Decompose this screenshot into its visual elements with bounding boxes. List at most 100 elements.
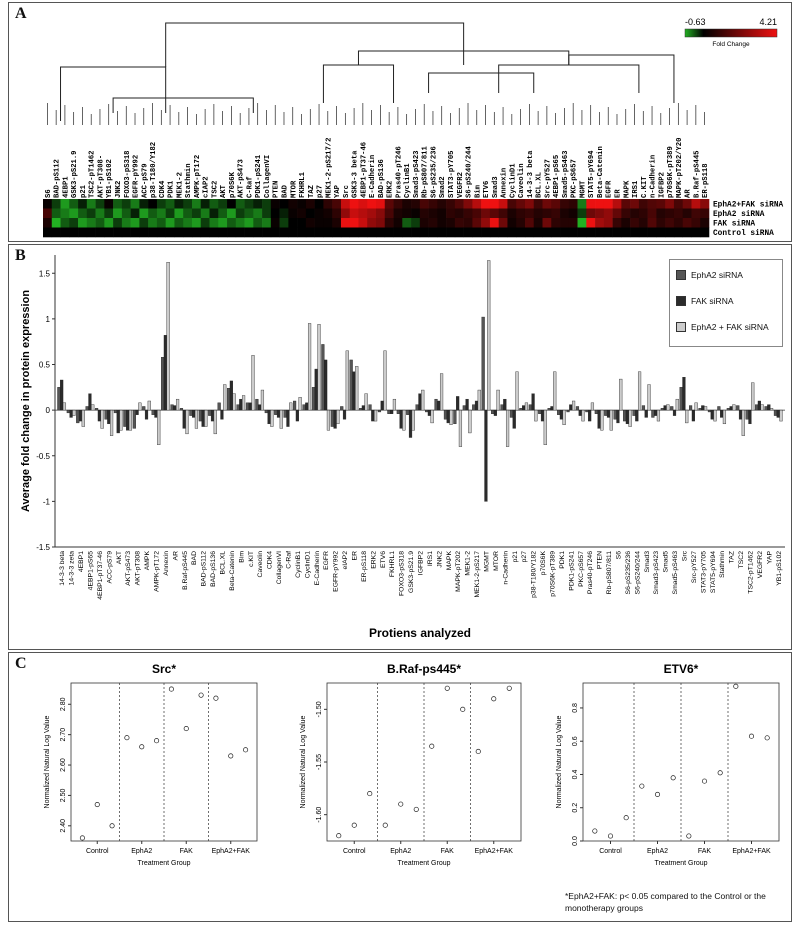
x-tick-label: MEK1-2: [465, 551, 472, 576]
bar: [698, 408, 702, 411]
bar: [509, 409, 514, 418]
x-tick-label: PTEN: [597, 551, 604, 569]
bar: [606, 409, 611, 418]
heatmap-cell: [384, 227, 394, 238]
bar: [208, 409, 212, 416]
bar: [258, 404, 262, 411]
heatmap-column-label: AR: [685, 189, 693, 198]
data-point: [243, 747, 249, 753]
x-tick-label: S6-pS240/244: [634, 551, 641, 595]
bar: [126, 409, 130, 431]
plot-frame: [326, 682, 522, 842]
bar: [72, 409, 76, 416]
heatmap-cell: [454, 227, 464, 238]
bar: [317, 324, 321, 411]
x-tick-label: p38-T180/Y182: [531, 551, 538, 598]
bar: [641, 405, 646, 411]
bar: [588, 409, 592, 422]
bar: [107, 409, 111, 425]
heatmap-cell: [235, 199, 245, 209]
heatmap-cell: [595, 199, 605, 209]
heatmap-cell: [121, 208, 131, 219]
x-tick-label: EGFR-pY992: [333, 551, 340, 592]
x-tick-label: PKC-pS657: [578, 551, 585, 587]
heatmap-cell: [288, 218, 298, 228]
heatmap-cell: [323, 227, 333, 238]
bar: [547, 408, 551, 411]
bar: [738, 409, 743, 420]
heatmap-cell: [376, 218, 386, 228]
heatmap-cell: [69, 199, 79, 209]
x-tick-label: EphA2+FAK: [212, 848, 251, 855]
heatmap-cell: [454, 199, 464, 209]
x-tick-label: MAPK-pT202: [455, 551, 462, 592]
data-point: [228, 753, 234, 759]
bar: [581, 409, 585, 422]
heatmap-cell: [43, 227, 53, 238]
heatmap-cell: [411, 227, 421, 238]
heatmap-column-label: AMPK-pT172: [194, 155, 202, 198]
bar: [229, 380, 233, 411]
x-tick-label: EGFR: [323, 551, 330, 570]
heatmap-column-label: p27: [317, 185, 325, 198]
x-tick-label: AKT-pT308: [135, 551, 142, 586]
heatmap-cell: [560, 227, 570, 238]
bar: [154, 409, 158, 418]
heatmap-cell: [498, 199, 508, 209]
heatmap-cell: [463, 227, 473, 238]
heatmap-cell: [314, 199, 324, 209]
bar: [248, 402, 252, 411]
heatmap-cell: [332, 218, 342, 228]
heatmap-cell: [630, 218, 640, 228]
heatmap-cell: [113, 227, 123, 238]
bar: [380, 400, 384, 411]
bar: [729, 406, 733, 411]
heatmap-cell: [481, 208, 491, 219]
heatmap-cell: [411, 199, 421, 209]
data-point: [748, 733, 755, 739]
heatmap-row-label: EphA2 siRNA: [713, 211, 765, 219]
heatmap-column-label: Annexin: [501, 168, 509, 198]
bar: [779, 409, 783, 422]
bar: [651, 409, 655, 418]
heatmap-cell: [340, 208, 351, 219]
heatmap-column-label: GSK3-3 beta: [352, 150, 360, 198]
bar: [427, 409, 431, 416]
legend-item-epha2: EphA2 siRNA: [676, 270, 743, 280]
heatmap-cell: [244, 227, 254, 238]
bar: [340, 406, 344, 411]
heatmap-cell: [139, 208, 149, 219]
heatmap-cell: [647, 199, 657, 209]
heatmap-cell: [656, 227, 666, 238]
y-tick-label: 0.8: [572, 703, 579, 713]
bar: [175, 398, 180, 411]
x-tick-label: FAK: [441, 848, 455, 855]
panel-b: B -1.5 -1 -0.5 0 0.5 1 1.5 Average fold change …: [8, 244, 792, 650]
heatmap-cell: [78, 218, 88, 228]
heatmap-cell: [262, 227, 272, 238]
x-tick-label: eIAP2: [342, 551, 349, 570]
x-tick-label: EphA2: [131, 848, 152, 855]
x-tick-label: YAP: [766, 551, 773, 565]
bar: [524, 402, 529, 411]
bar: [179, 408, 184, 411]
bar: [540, 409, 545, 422]
heatmap-cell: [183, 208, 193, 219]
heatmap-cell: [174, 218, 184, 228]
bar: [406, 409, 410, 415]
bar: [151, 409, 155, 415]
heatmap-cell: [568, 227, 578, 238]
bar: [682, 377, 686, 411]
heatmap-cell: [297, 199, 307, 209]
heatmap-cell: [682, 227, 692, 238]
bar: [481, 316, 485, 411]
x-tick-label: Pras40-pT246: [587, 551, 594, 594]
heatmap-column-label: Smad3: [492, 176, 500, 198]
heatmap-cell: [384, 218, 394, 228]
data-point: [154, 738, 160, 744]
x-tick-label: VEGFR2: [757, 551, 764, 578]
heatmap-cell: [227, 208, 237, 219]
dendrogram-branch-7: [568, 54, 675, 103]
heatmap-cell: [411, 218, 421, 228]
heatmap-cell: [314, 218, 324, 228]
